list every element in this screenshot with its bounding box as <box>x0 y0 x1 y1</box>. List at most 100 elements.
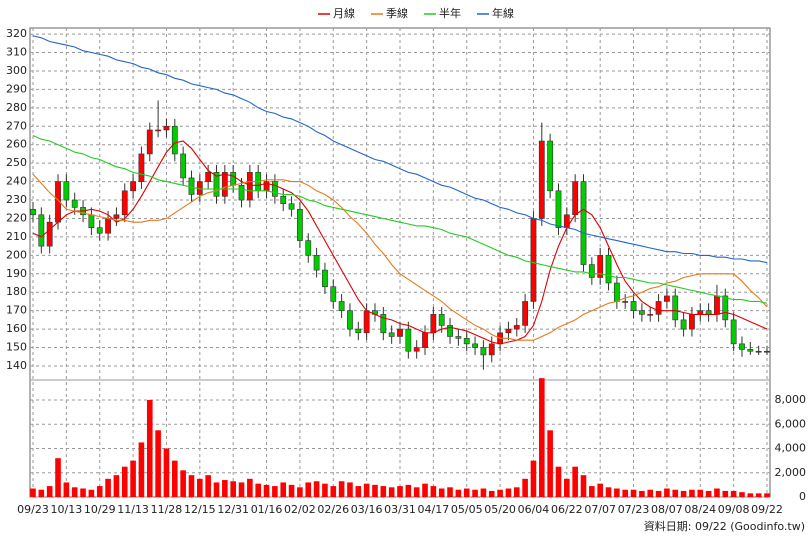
y-tick-label: 230 <box>6 193 27 206</box>
candle-body <box>530 218 537 302</box>
volume-bar <box>213 482 220 497</box>
candle-body <box>288 203 295 210</box>
volume-bar <box>730 490 737 497</box>
candle-body <box>572 181 579 216</box>
volume-bar <box>188 475 195 497</box>
y2-tick-label: 4,000 <box>775 442 807 455</box>
candle-body <box>246 172 253 201</box>
x-tick-label: 02/02 <box>284 503 316 516</box>
candle-body <box>88 214 95 228</box>
legend-label: 月線 <box>333 6 355 20</box>
volume-bar <box>280 482 287 497</box>
candle-body <box>305 240 312 256</box>
x-tick-label: 05/05 <box>451 503 483 516</box>
candle-body <box>96 227 103 234</box>
y-tick-label: 150 <box>6 341 27 354</box>
volume-bar <box>589 486 595 497</box>
candle-body <box>205 172 212 182</box>
candle-body <box>422 332 428 348</box>
volume-bar <box>430 486 437 497</box>
y2-tick-label: 8,000 <box>775 393 807 406</box>
volume-bar <box>630 489 637 497</box>
candle-body <box>689 314 695 330</box>
y2-tick-label: 6,000 <box>775 417 807 430</box>
candle-body <box>221 172 228 197</box>
volume-bar <box>338 481 345 497</box>
x-tick-label: 03/31 <box>384 503 416 516</box>
x-tick-label: 09/22 <box>751 503 783 516</box>
x-tick-label: 07/23 <box>618 503 650 516</box>
volume-bar <box>263 484 270 497</box>
volume-bar <box>272 486 278 497</box>
volume-bar <box>530 460 537 497</box>
volume-bar <box>330 486 337 497</box>
y2-tick-label: 2,000 <box>775 466 807 479</box>
volume-bar <box>105 478 111 497</box>
y-tick-label: 290 <box>6 82 27 95</box>
volume-bar <box>363 483 370 497</box>
candle-body <box>714 295 720 315</box>
volume-bar <box>722 490 729 497</box>
candle-body <box>138 153 145 182</box>
y-tick-label: 320 <box>6 27 27 40</box>
candle-body <box>764 350 770 353</box>
candle-body <box>697 310 704 315</box>
ma-line <box>32 173 768 341</box>
volume-bar <box>480 488 487 497</box>
volume-bar <box>305 482 312 497</box>
volume-bar <box>747 493 754 497</box>
x-tick-label: 11/28 <box>151 503 183 516</box>
y-tick-label: 170 <box>6 304 27 317</box>
volume-bar <box>564 478 570 497</box>
candle-body <box>63 181 70 201</box>
x-tick-label: 06/22 <box>551 503 583 516</box>
volume-bar <box>505 488 512 497</box>
volume-bar <box>555 466 562 497</box>
candle-body <box>513 325 520 330</box>
candle-body <box>380 314 387 334</box>
volume-bar <box>197 478 203 497</box>
y-tick-label: 220 <box>6 211 27 224</box>
x-tick-label: 10/29 <box>84 503 116 516</box>
y-tick-label: 210 <box>6 230 27 243</box>
volume-bar <box>322 483 328 497</box>
candle-body <box>739 343 745 350</box>
candle-body <box>605 255 612 284</box>
candle-body <box>722 295 729 321</box>
volume-bar <box>438 488 445 497</box>
volume-bar <box>697 489 704 497</box>
volume-bar <box>222 480 228 497</box>
volume-bar <box>639 490 645 497</box>
volume-bar <box>247 478 253 497</box>
y-tick-label: 180 <box>6 285 27 298</box>
x-tick-label: 12/31 <box>217 503 249 516</box>
volume-bar <box>488 490 495 497</box>
volume-bar <box>80 488 86 497</box>
candle-body <box>555 190 562 228</box>
x-tick-label: 05/20 <box>484 503 516 516</box>
volume-bar <box>614 488 620 497</box>
legend-label: 半年 <box>439 6 461 20</box>
volume-bar <box>380 486 387 497</box>
candle-body <box>480 347 487 356</box>
volume-bar <box>463 488 470 497</box>
candle-body <box>121 190 128 216</box>
y-tick-label: 200 <box>6 248 27 261</box>
candle-body <box>730 319 737 345</box>
candle-body <box>388 332 395 337</box>
volume-bar <box>146 400 153 497</box>
volume-bar <box>413 487 420 497</box>
volume-bar <box>205 475 211 497</box>
candle-body <box>280 196 287 205</box>
volume-bar <box>138 442 145 497</box>
candle-body <box>463 338 470 345</box>
volume-bar <box>447 487 453 497</box>
volume-bar <box>513 487 520 497</box>
y-tick-label: 280 <box>6 101 27 114</box>
volume-bar <box>113 475 120 497</box>
x-tick-label: 11/13 <box>117 503 149 516</box>
volume-bar <box>422 483 428 497</box>
volume-bar <box>388 487 395 497</box>
volume-bar <box>689 489 695 497</box>
